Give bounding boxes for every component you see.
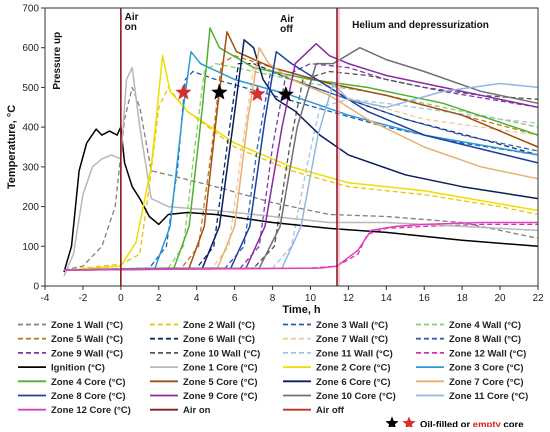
x-tick-label: 8 (270, 293, 276, 304)
x-axis-label: Time, h (282, 304, 321, 316)
annotation-air: Air (125, 12, 139, 23)
series-line-zone-12-core-c (63, 221, 538, 271)
y-tick-label: 700 (22, 4, 39, 15)
marker-layer (175, 83, 295, 102)
legend-label-zone-5-core-c: Zone 5 Core (°C) (183, 377, 258, 388)
y-tick-label: 300 (22, 162, 39, 173)
x-tick-label: 2 (156, 293, 162, 304)
annotation-pressure-up: Pressure up (52, 32, 63, 90)
legend-label-zone-11-core-c: Zone 11 Core (°C) (449, 391, 528, 402)
marker-star-oil-filled-2 (211, 83, 228, 100)
legend-label-zone-1-wall-c: Zone 1 Wall (°C) (51, 320, 123, 331)
series-line-zone-2-core-c (63, 54, 539, 271)
series-line-zone-8-core-c (63, 50, 539, 271)
series-line-zone-9-wall-c (63, 62, 539, 271)
x-tick-label: 18 (457, 293, 469, 304)
legend-star-empty (402, 416, 416, 430)
legend-label-zone-6-wall-c: Zone 6 Wall (°C) (183, 334, 255, 345)
x-tick-label: 16 (419, 293, 431, 304)
marker-star-oil-filled-4 (277, 85, 295, 102)
series-line-zone-5-core-c (63, 31, 539, 271)
y-tick-label: 500 (22, 83, 39, 94)
legend-label-air-off: Air off (316, 405, 345, 416)
legend-label-oil-filled-or-empty-core: Oil-filled or empty core (420, 419, 523, 427)
legend-label-zone-3-wall-c: Zone 3 Wall (°C) (316, 320, 388, 331)
legend-star-oil-filled (385, 416, 399, 430)
legend-label-zone-2-core-c: Zone 2 Core (°C) (316, 363, 391, 374)
series-line-zone-8-wall-c (63, 70, 539, 271)
legend-label-zone-5-wall-c: Zone 5 Wall (°C) (51, 334, 123, 345)
series-line-zone-3-wall-c (63, 70, 539, 271)
legend-label-zone-7-core-c: Zone 7 Core (°C) (449, 377, 524, 388)
x-tick-label: 14 (381, 293, 393, 304)
series-line-zone-7-wall-c (63, 66, 539, 271)
annotation-off: off (280, 24, 293, 35)
legend-label-zone-10-core-c: Zone 10 Core (°C) (316, 391, 396, 402)
legend-label-zone-8-core-c: Zone 8 Core (°C) (51, 391, 126, 402)
series-line-zone-6-wall-c (63, 62, 539, 271)
series-line-zone-7-core-c (63, 46, 539, 271)
series-line-zone-4-wall-c (63, 62, 539, 271)
series-layer (63, 27, 539, 277)
series-line-zone-11-wall-c (63, 98, 539, 271)
x-tick-label: -2 (78, 293, 87, 304)
annotation-helium-and-depressurization: Helium and depressurization (352, 20, 489, 31)
marker-star-empty-1 (175, 83, 192, 100)
x-tick-label: 12 (343, 293, 355, 304)
legend-label-zone-10-wall-c: Zone 10 Wall (°C) (183, 348, 260, 359)
annotation-air: Air (280, 14, 294, 25)
legend-label-zone-2-wall-c: Zone 2 Wall (°C) (183, 320, 255, 331)
y-tick-label: 400 (22, 123, 39, 134)
vline-layer (120, 8, 340, 286)
marker-star-empty-3 (249, 85, 266, 102)
legend: Zone 1 Wall (°C) Zone 2 Wall (°C) Zone 3 W… (18, 320, 528, 430)
x-tick-label: 0 (118, 293, 124, 304)
x-tick-label: 22 (532, 293, 544, 304)
series-line-zone-10-core-c (63, 46, 539, 271)
series-line-zone-9-core-c (63, 42, 539, 271)
legend-label-zone-3-core-c: Zone 3 Core (°C) (449, 363, 524, 374)
series-line-zone-11-core-c (63, 82, 539, 271)
series-line-zone-1-wall-c (63, 86, 539, 271)
legend-label-air-on: Air on (183, 405, 211, 416)
legend-label-zone-9-wall-c: Zone 9 Wall (°C) (51, 348, 123, 359)
legend-label-zone-11-wall-c: Zone 11 Wall (°C) (316, 348, 393, 359)
legend-label-zone-4-wall-c: Zone 4 Wall (°C) (449, 320, 521, 331)
y-axis-label: Temperature, °C (6, 105, 18, 189)
y-tick-label: 200 (22, 202, 39, 213)
series-line-zone-4-core-c (63, 27, 539, 271)
annotation-on: on (125, 22, 137, 33)
legend-label-zone-4-core-c: Zone 4 Core (°C) (51, 377, 126, 388)
y-tick-label: 100 (22, 242, 39, 253)
legend-label-zone-7-wall-c: Zone 7 Wall (°C) (316, 334, 388, 345)
x-tick-label: 10 (305, 293, 317, 304)
legend-label-zone-9-core-c: Zone 9 Core (°C) (183, 391, 258, 402)
legend-label-zone-12-wall-c: Zone 12 Wall (°C) (449, 348, 526, 359)
legend-label-ignition-c: Ignition (°C) (51, 363, 105, 374)
x-tick-label: 6 (232, 293, 238, 304)
legend-label-zone-8-wall-c: Zone 8 Wall (°C) (449, 334, 521, 345)
x-tick-label: 20 (495, 293, 507, 304)
x-tick-label: -4 (41, 293, 50, 304)
x-tick-label: 4 (194, 293, 200, 304)
y-tick-label: 600 (22, 43, 39, 54)
legend-label-zone-12-core-c: Zone 12 Core (°C) (51, 405, 131, 416)
plot-frame (44, 7, 539, 287)
y-tick-label: 0 (33, 282, 39, 293)
axes-layer: -4 -2 0 2 4 6 8 10 12 14 16 18 20 22 0 100 200 300 400 500 6… (22, 4, 544, 305)
legend-label-zone-1-core-c: Zone 1 Core (°C) (183, 363, 258, 374)
legend-label-zone-6-core-c: Zone 6 Core (°C) (316, 377, 391, 388)
